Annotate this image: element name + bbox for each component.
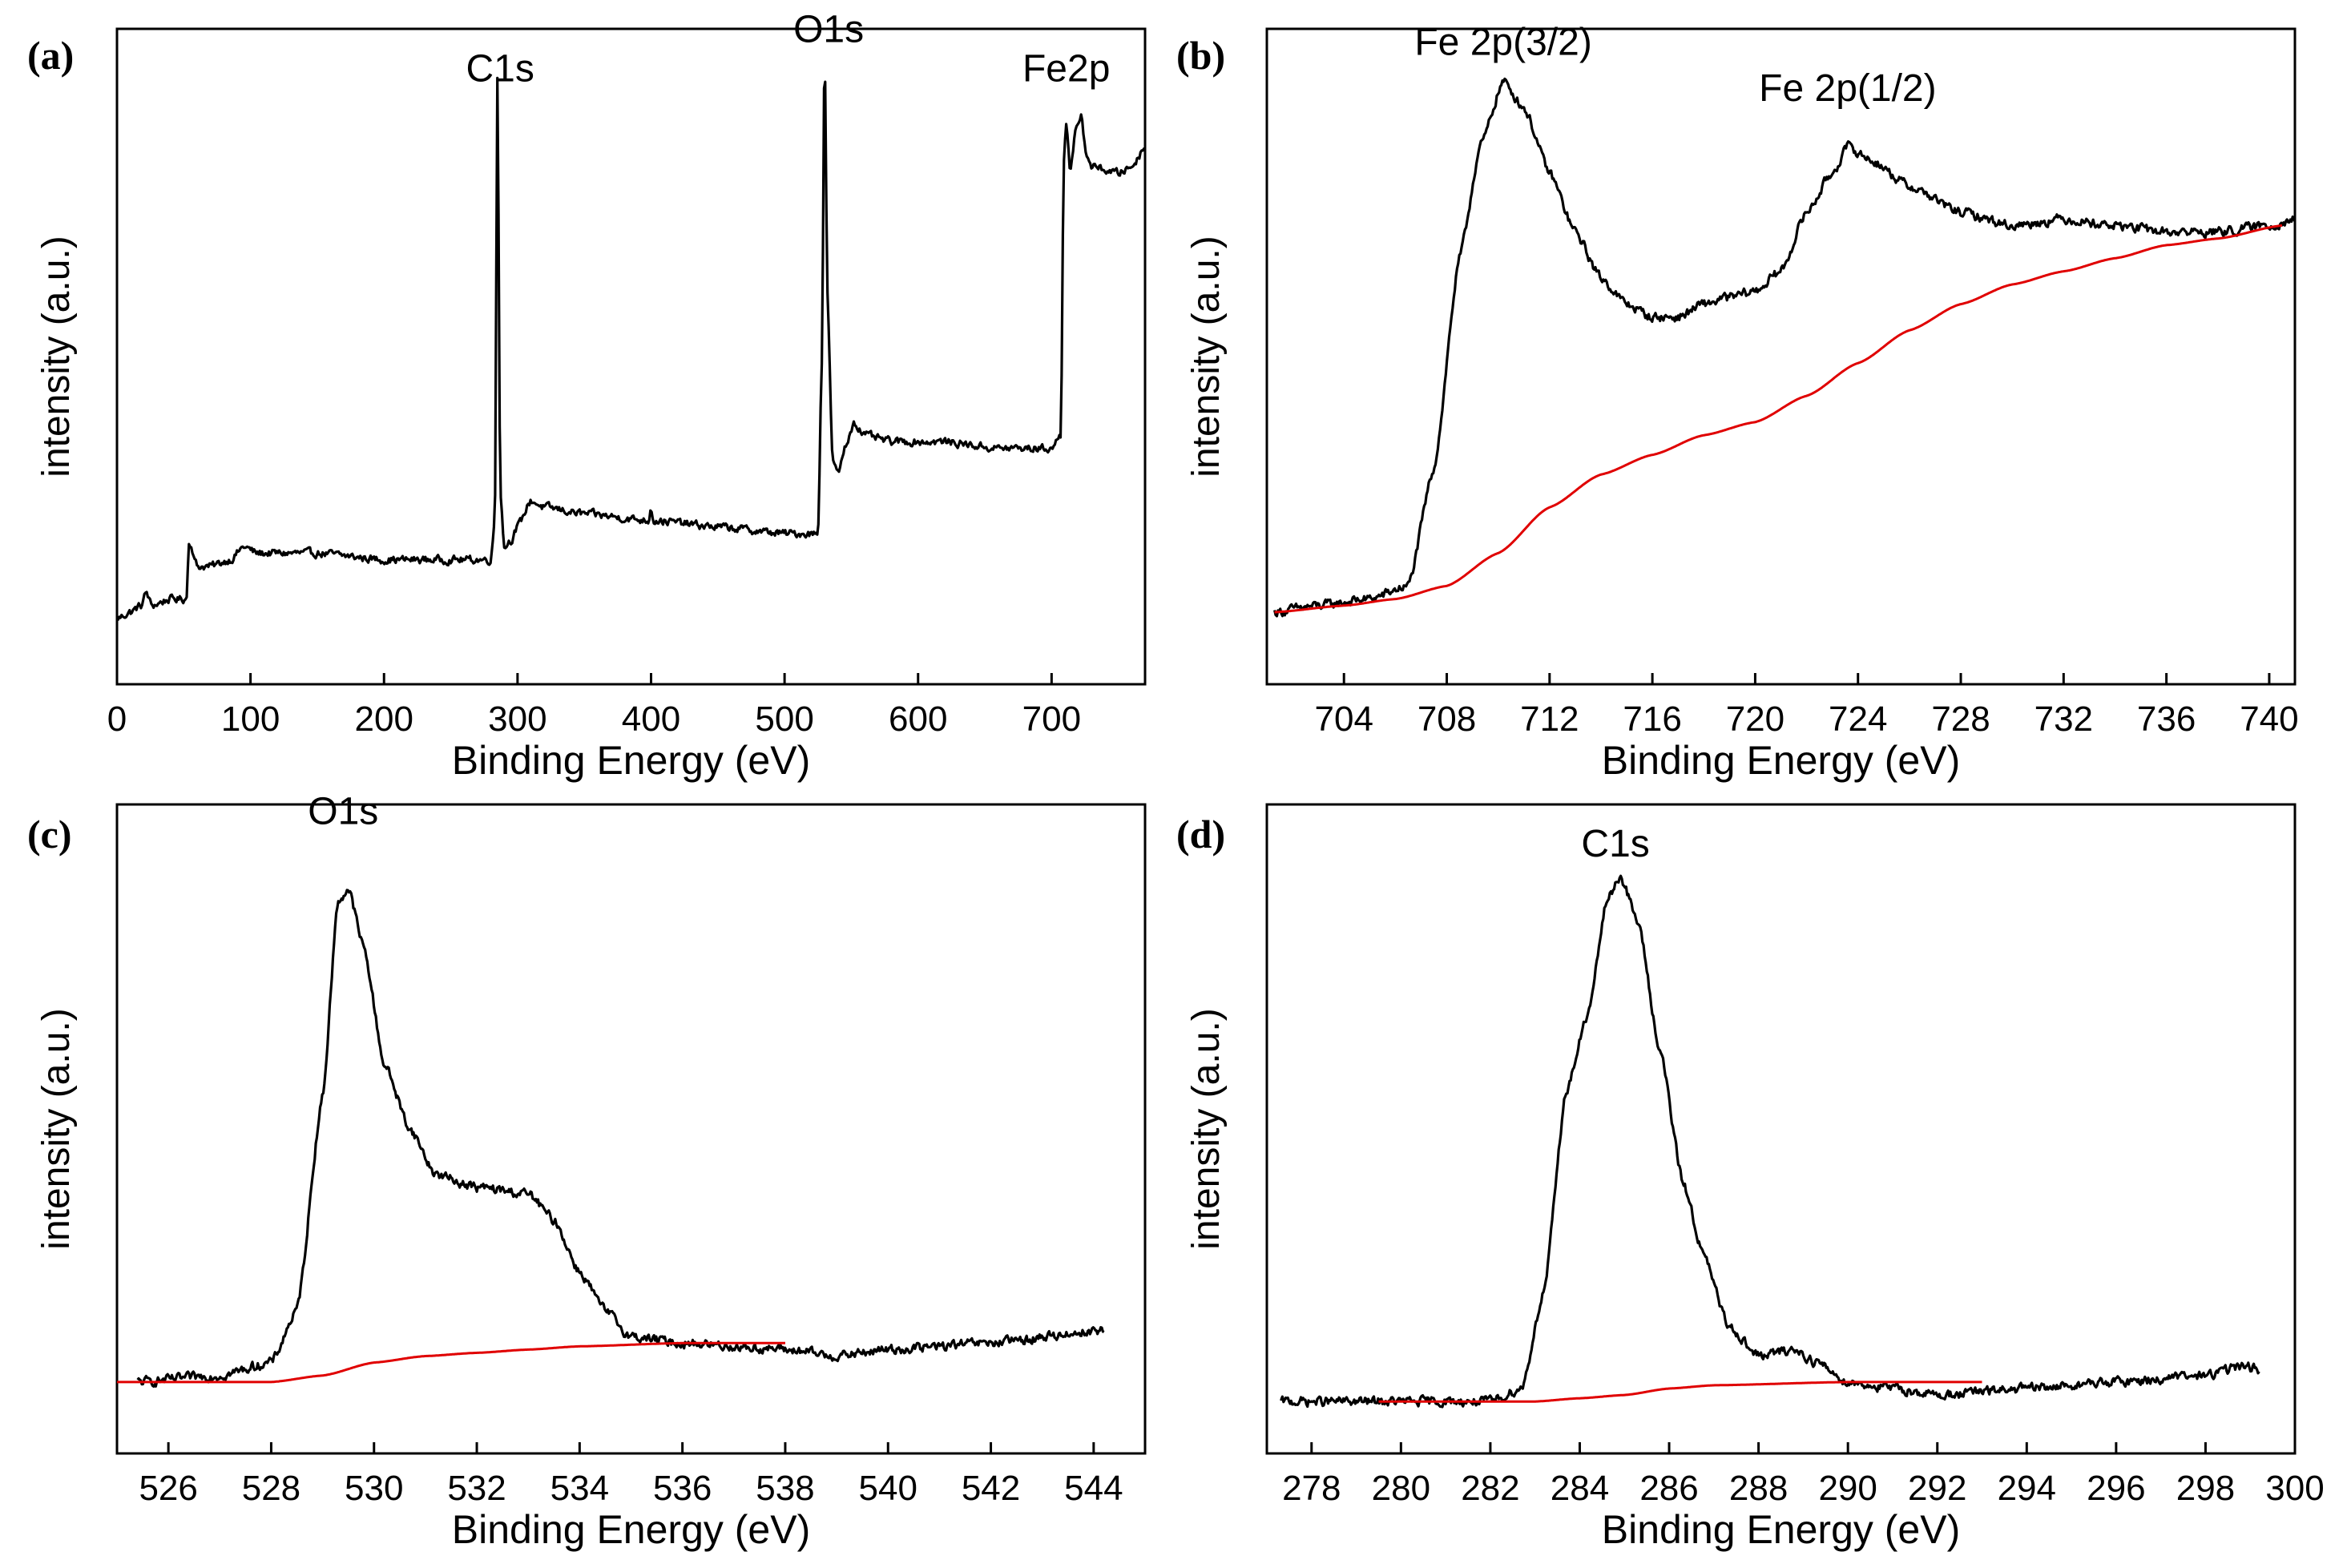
peak-annotation: Fe 2p(3/2) (1414, 22, 1591, 64)
x-tick-label: 286 (1639, 1469, 1698, 1508)
peak-annotation: C1s (1581, 823, 1649, 865)
x-tick-label: 100 (221, 699, 280, 739)
series-line-c-0 (136, 889, 1105, 1389)
series-line-b-1 (1274, 224, 2283, 614)
x-tick-label: 536 (653, 1469, 712, 1508)
x-tick-label: 736 (2137, 699, 2196, 739)
x-tick-label: 534 (550, 1469, 609, 1508)
peak-annotation: Fe2p (1022, 47, 1110, 90)
x-tick-label: 290 (1818, 1469, 1877, 1508)
x-tick-label: 732 (2034, 699, 2093, 739)
panel-c: (c) 526 528 530 532 534 536 538 540 542 544 Binding… (27, 790, 1147, 1552)
x-tick-label: 200 (355, 699, 413, 739)
x-tick-label: 278 (1282, 1469, 1341, 1508)
x-tick-label: 526 (139, 1469, 197, 1508)
x-tick-label: 528 (242, 1469, 300, 1508)
peak-annotation: O1s (308, 790, 378, 832)
series-line-c-1 (117, 1341, 786, 1384)
peak-annotation: C1s (466, 47, 534, 90)
x-tick-label: 542 (962, 1469, 1020, 1508)
plot-frame-c (115, 803, 1147, 1455)
x-tick-label: 532 (447, 1469, 506, 1508)
peak-annotation: O1s (793, 8, 864, 50)
x-tick-label: 280 (1372, 1469, 1430, 1508)
panel-d: (d) 278 280 282 284 286 288 290 292 294 296 298 300 B… (1176, 803, 2325, 1552)
x-tick-label: 712 (1520, 699, 1579, 739)
panel-label-b: (b) (1176, 33, 1225, 78)
y-axis-label-d: intensity (a.u.) (1185, 1008, 1228, 1249)
x-axis-label-d: Binding Energy (eV) (1602, 1507, 1960, 1552)
x-tick-label: 0 (107, 699, 127, 739)
x-tick-label: 288 (1729, 1469, 1788, 1508)
plot-frame-b (1265, 27, 2297, 686)
x-axis-label-b: Binding Energy (eV) (1602, 738, 1960, 783)
y-axis-label-b: intensity (a.u.) (1185, 236, 1228, 477)
x-tick-label: 294 (1998, 1469, 2056, 1508)
series-line-a-0 (117, 76, 1145, 621)
panel-a: (a) 0 100 200 300 400 500 600 700 Binding Energy … (27, 8, 1147, 783)
x-tick-label: 728 (1931, 699, 1990, 739)
y-axis-label-a: intensity (a.u.) (35, 236, 78, 477)
panel-label-a: (a) (27, 33, 74, 78)
y-axis-label-c: intensity (a.u.) (35, 1008, 78, 1249)
x-tick-label: 716 (1623, 699, 1681, 739)
x-tick-label: 400 (622, 699, 680, 739)
series-line-d-1 (1377, 1381, 1983, 1403)
x-tick-label: 544 (1064, 1469, 1123, 1508)
x-tick-label: 284 (1551, 1469, 1609, 1508)
x-tick-label: 540 (859, 1469, 917, 1508)
series-line-b-0 (1273, 77, 2295, 618)
x-tick-label: 700 (1022, 699, 1081, 739)
panel-label-d: (d) (1176, 812, 1225, 857)
panel-b: (b) 704 708 712 716 720 724 728 732 736 740 Binding… (1176, 22, 2299, 783)
x-tick-label: 282 (1461, 1469, 1519, 1508)
x-tick-label: 740 (2240, 699, 2298, 739)
plot-frame-a (115, 27, 1147, 686)
peak-annotation: Fe 2p(1/2) (1759, 67, 1936, 110)
x-tick-label: 600 (889, 699, 947, 739)
x-tick-label: 538 (756, 1469, 814, 1508)
panel-label-c: (c) (27, 812, 72, 857)
x-tick-label: 720 (1726, 699, 1784, 739)
series-line-d-0 (1280, 874, 2260, 1409)
x-tick-label: 724 (1829, 699, 1887, 739)
x-tick-label: 708 (1417, 699, 1476, 739)
x-axis-label-a: Binding Energy (eV) (452, 738, 810, 783)
x-tick-label: 300 (2265, 1469, 2324, 1508)
x-tick-label: 296 (2087, 1469, 2145, 1508)
x-tick-label: 298 (2176, 1469, 2235, 1508)
x-tick-label: 500 (755, 699, 813, 739)
x-tick-label: 292 (1908, 1469, 1966, 1508)
x-tick-label: 704 (1315, 699, 1373, 739)
x-axis-label-c: Binding Energy (eV) (452, 1507, 810, 1552)
x-tick-label: 530 (345, 1469, 403, 1508)
plot-frame-d (1265, 803, 2297, 1455)
x-tick-label: 300 (488, 699, 546, 739)
